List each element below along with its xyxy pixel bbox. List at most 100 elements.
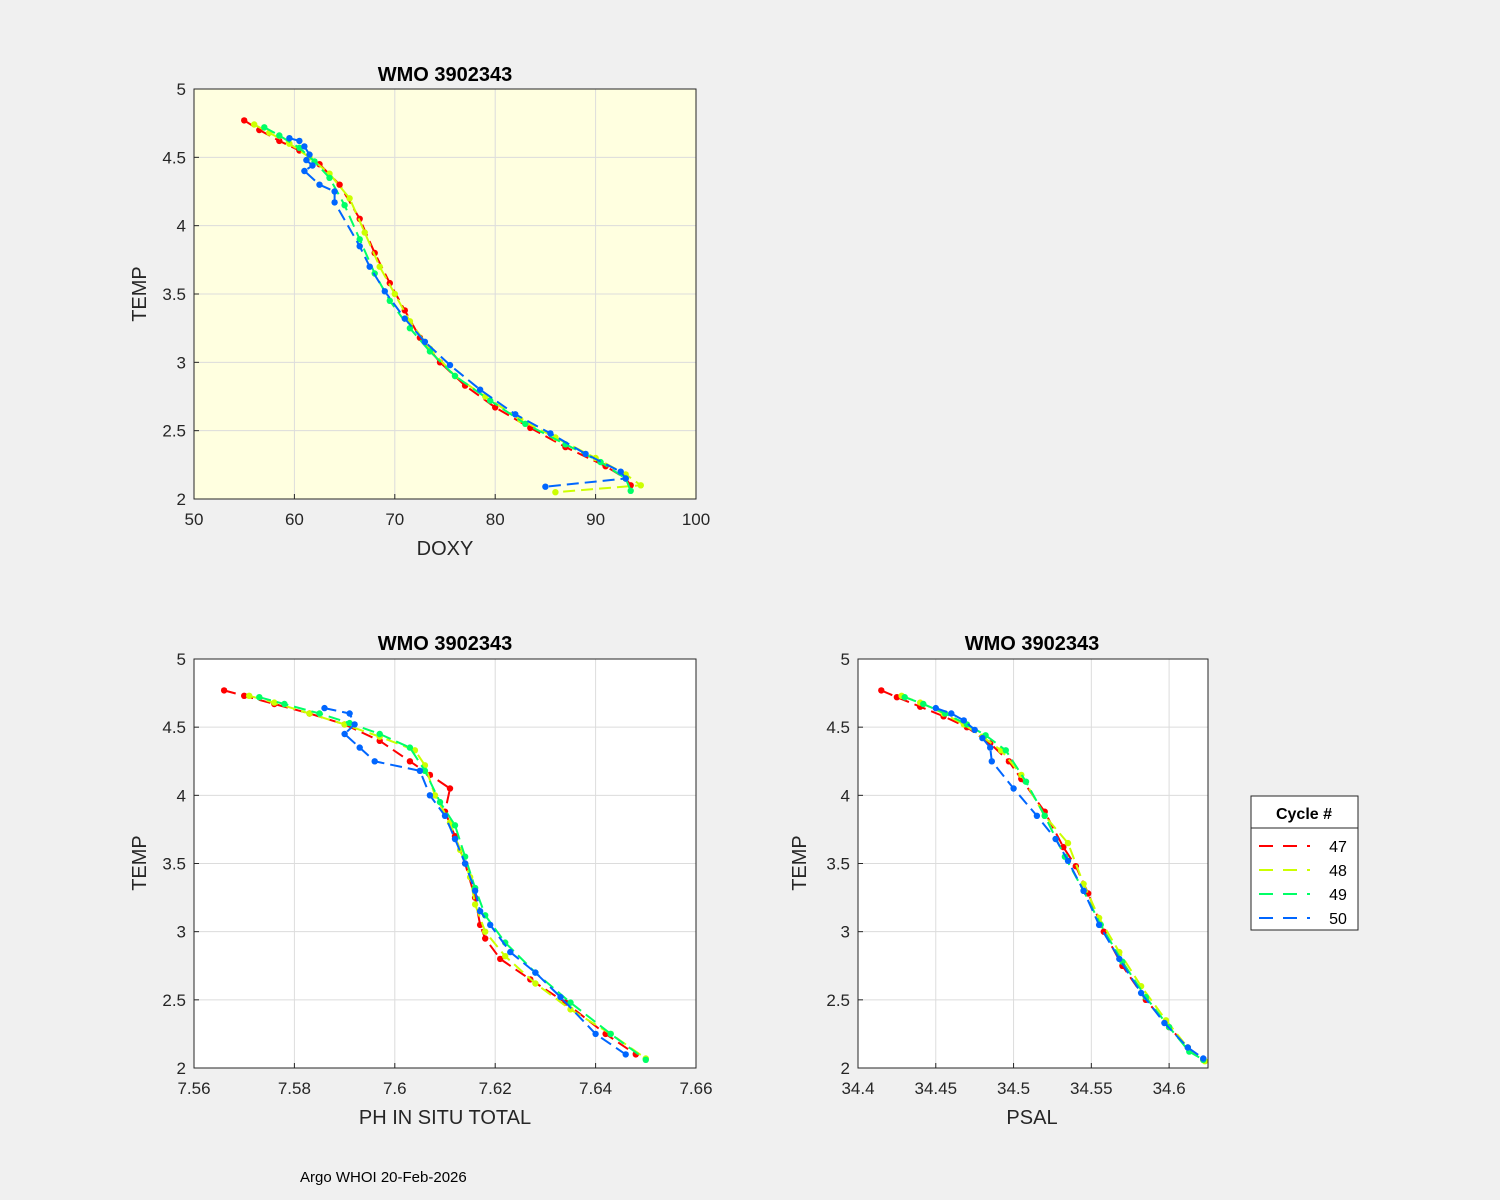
y-tick-label: 3.5 [162,285,186,304]
x-tick-label: 70 [385,510,404,529]
series-point-50 [622,475,629,482]
series-point-50 [487,921,494,929]
series-point-50 [471,887,479,894]
series-point-47 [241,117,248,124]
y-tick-label: 3 [177,923,186,942]
doxy-ylabel: TEMP [129,266,151,322]
series-line-48 [901,694,1206,1062]
ph-xlabel: PH IN SITU TOTAL [359,1107,531,1129]
series-point-50 [356,744,363,751]
series-point-50 [421,338,429,345]
x-tick-label: 7.66 [679,1079,712,1098]
psal-ylabel: TEMP [789,835,811,891]
series-point-50 [351,721,358,728]
series-point-50 [1010,785,1017,792]
series-point-49 [1002,747,1009,754]
x-tick-label: 34.6 [1153,1079,1186,1098]
ph-series-group [220,687,649,1064]
series-point-49 [406,744,414,751]
x-tick-label: 7.6 [383,1079,407,1098]
ph-panel: 7.56 7.58 7.6 7.62 7.64 7.66 2 2.5 3 3.5 4 4.5 5 WMO… [129,633,713,1129]
series-point-47 [336,181,343,188]
series-point-50 [301,143,308,150]
series-point-50 [476,908,484,915]
y-tick-label: 4 [841,786,850,805]
series-point-48 [306,710,313,717]
series-point-50 [301,167,308,175]
series-point-48 [431,792,439,799]
series-point-50 [1080,887,1087,894]
series-point-50 [1200,1055,1207,1062]
series-line-49 [259,696,647,1061]
y-tick-label: 4.5 [826,718,850,737]
x-tick-label: 60 [285,510,304,529]
series-point-48 [246,692,253,699]
series-line-47 [880,689,1204,1061]
psal-title: WMO 3902343 [965,633,1100,655]
series-point-49 [607,1030,614,1038]
doxy-xlabel: DOXY [417,538,474,560]
series-point-48 [567,1006,574,1013]
series-point-50 [416,767,424,774]
series-point-49 [426,348,434,355]
series-point-50 [346,710,353,717]
series-point-49 [421,767,429,774]
series-point-50 [948,710,955,717]
series-point-50 [451,835,459,843]
series-point-50 [303,156,310,164]
series-point-49 [901,694,908,701]
series-point-49 [451,822,459,829]
series-point-49 [376,730,383,738]
series-point-50 [441,812,449,819]
x-tick-label: 80 [486,510,505,529]
legend-entries: 47 48 49 50 [1259,839,1347,928]
series-point-47 [276,137,283,145]
doxy-series-group [241,117,644,496]
x-tick-label: 90 [586,510,605,529]
x-tick-label: 7.62 [479,1079,512,1098]
y-tick-label: 5 [841,650,850,669]
y-tick-label: 4.5 [162,718,186,737]
series-point-47 [446,785,454,792]
series-point-49 [256,694,263,701]
series-point-50 [331,188,338,195]
series-point-50 [476,386,484,393]
doxy-title: WMO 3902343 [378,64,513,86]
y-tick-label: 3 [177,353,186,372]
series-point-49 [346,719,353,727]
series-point-50 [557,993,564,1001]
series-point-48 [471,901,479,908]
y-tick-label: 3.5 [826,855,850,874]
y-tick-label: 4.5 [162,148,186,167]
legend-label-47: 47 [1329,839,1347,856]
series-point-49 [487,397,494,404]
y-tick-label: 2.5 [826,991,850,1010]
legend-label-50: 50 [1329,911,1347,928]
legend-title: Cycle # [1276,806,1332,823]
series-point-50 [1161,1019,1168,1027]
series-point-49 [356,236,363,243]
legend-box [1250,795,1359,931]
doxy-panel: 50 60 70 80 90 100 2 2.5 3 3.5 4 4.5 5 WMO 3902343 D… [129,64,710,560]
series-point-49 [1022,778,1030,785]
y-tick-label: 4 [177,217,186,236]
legend: Cycle # 47 48 49 50 [1250,795,1359,931]
series-point-49 [436,798,444,806]
series-point-50 [366,263,373,270]
series-point-50 [371,758,378,765]
series-point-50 [988,758,995,765]
series-point-50 [381,288,388,295]
series-point-50 [617,468,624,475]
series-point-50 [512,411,519,418]
series-point-50 [1137,989,1145,997]
series-point-49 [920,700,927,708]
footer-text: Argo WHOI 20-Feb-2026 [300,1169,467,1186]
series-point-49 [326,174,333,181]
series-point-48 [391,290,398,298]
series-line-48 [248,694,647,1060]
y-tick-label: 4 [177,786,186,805]
series-point-50 [592,1030,599,1038]
series-point-50 [932,704,939,712]
series-point-49 [642,1056,649,1064]
